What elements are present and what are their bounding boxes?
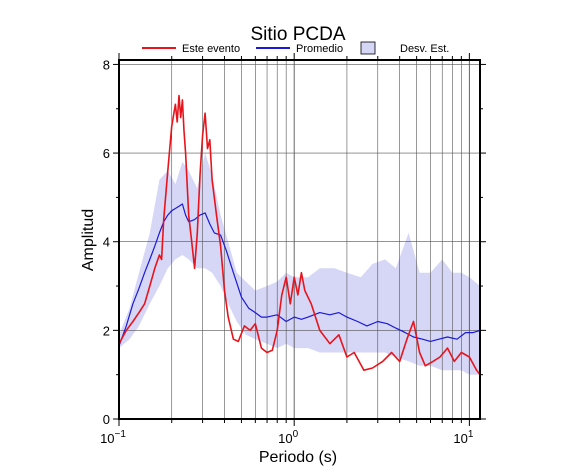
- std-dev-band: [119, 153, 480, 375]
- std-dev-area: [119, 153, 480, 375]
- x-tick-label: 10−1: [100, 429, 126, 446]
- legend: Este evento Promedio Desv. Est.: [142, 41, 449, 55]
- x-axis-label: Periodo (s): [259, 449, 337, 466]
- series-lines: [118, 94, 481, 376]
- x-tick-label: 100: [278, 429, 298, 446]
- y-axis: 0 2 4 6 8: [103, 57, 110, 427]
- chart-title: Sitio PCDA: [250, 24, 345, 45]
- y-tick-label: 6: [103, 146, 110, 161]
- y-axis-label: Amplitud: [80, 209, 97, 271]
- x-axis: 10−1 100 101: [100, 429, 474, 446]
- x-tick-label: 101: [453, 429, 473, 446]
- y-tick-label: 2: [103, 323, 110, 338]
- legend-label: Desv. Est.: [400, 43, 449, 55]
- plot-frame: [118, 59, 481, 420]
- y-tick-label: 0: [103, 412, 110, 427]
- series-line-este-evento: [118, 94, 481, 376]
- legend-label: Promedio: [296, 43, 343, 55]
- y-tick-label: 8: [103, 57, 110, 72]
- y-tick-label: 4: [103, 235, 110, 250]
- legend-swatch: [360, 41, 376, 55]
- legend-label: Este evento: [182, 43, 240, 55]
